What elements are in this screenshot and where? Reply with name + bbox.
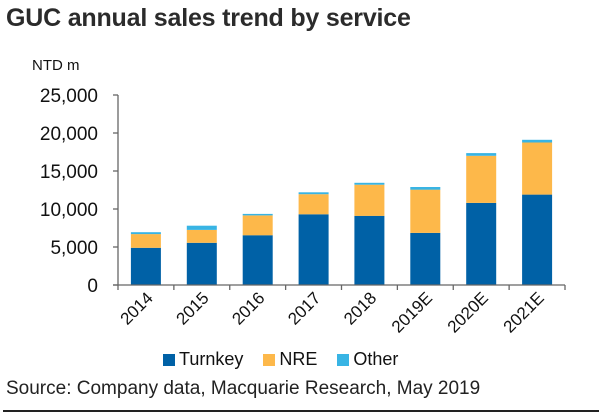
x-tick-label-2019e: 2019E — [388, 288, 436, 336]
bar-nre-2015 — [186, 229, 217, 243]
bar-turnkey-2021e — [522, 194, 553, 285]
bar-nre-2021e — [522, 142, 553, 195]
bar-other-2019e — [410, 187, 441, 190]
bar-other-2017 — [298, 192, 329, 195]
y-tick-label: 15,000 — [40, 162, 98, 183]
bar-turnkey-2017 — [298, 214, 329, 285]
legend-item-nre: NRE — [263, 349, 317, 370]
bar-nre-2020e — [466, 155, 497, 203]
legend-swatch-other — [337, 353, 350, 366]
bar-turnkey-2014 — [130, 247, 161, 285]
source-note: Source: Company data, Macquarie Research… — [6, 378, 481, 399]
chart-title: GUC annual sales trend by service — [6, 4, 411, 32]
y-axis-unit-label: NTD m — [32, 57, 80, 74]
x-tick-label-2021e: 2021E — [500, 288, 548, 336]
bars-group — [130, 139, 553, 285]
bar-other-2020e — [466, 153, 497, 156]
bar-other-2014 — [130, 232, 161, 235]
y-tick-label: 25,000 — [40, 86, 98, 107]
legend-item-turnkey: Turnkey — [163, 349, 243, 370]
axes-group — [113, 95, 565, 286]
bar-nre-2019e — [410, 189, 441, 233]
bottom-rule — [3, 410, 599, 412]
legend-item-other: Other — [337, 349, 398, 370]
y-tick-label: 5,000 — [50, 238, 98, 259]
x-tick-label-2018: 2018 — [340, 288, 380, 328]
x-tick-label-2015: 2015 — [172, 288, 212, 328]
y-ticks-group: 0 5,000 10,000 15,000 20,000 25,000 — [40, 86, 118, 297]
y-tick-label: 10,000 — [40, 200, 98, 221]
bar-turnkey-2015 — [186, 242, 217, 285]
bar-turnkey-2019e — [410, 232, 441, 285]
bar-nre-2016 — [242, 215, 273, 236]
legend-swatch-nre — [263, 353, 276, 366]
x-ticks-group: 2014 2015 2016 2017 2018 2019E 2020E 2021E — [117, 285, 566, 337]
bar-other-2021e — [522, 139, 553, 143]
legend: Turnkey NRE Other — [163, 349, 398, 370]
bar-other-2018 — [354, 182, 385, 185]
legend-swatch-turnkey — [163, 353, 175, 366]
y-tick-label: 0 — [87, 276, 98, 297]
x-tick-label-2014: 2014 — [117, 288, 157, 328]
bar-other-2015 — [186, 225, 217, 230]
legend-label-nre: NRE — [279, 349, 318, 369]
legend-label-turnkey: Turnkey — [179, 349, 244, 369]
bar-turnkey-2016 — [242, 235, 273, 285]
x-tick-label-2016: 2016 — [228, 288, 268, 328]
x-tick-label-2017: 2017 — [284, 288, 324, 328]
legend-label-other: Other — [353, 349, 399, 369]
bar-nre-2017 — [298, 194, 329, 215]
bar-nre-2018 — [354, 184, 385, 216]
bar-nre-2014 — [130, 234, 161, 248]
bar-turnkey-2020e — [466, 202, 497, 285]
x-tick-label-2020e: 2020E — [444, 288, 492, 336]
bar-turnkey-2018 — [354, 215, 385, 285]
y-tick-label: 20,000 — [40, 124, 98, 145]
bar-other-2016 — [242, 213, 273, 216]
